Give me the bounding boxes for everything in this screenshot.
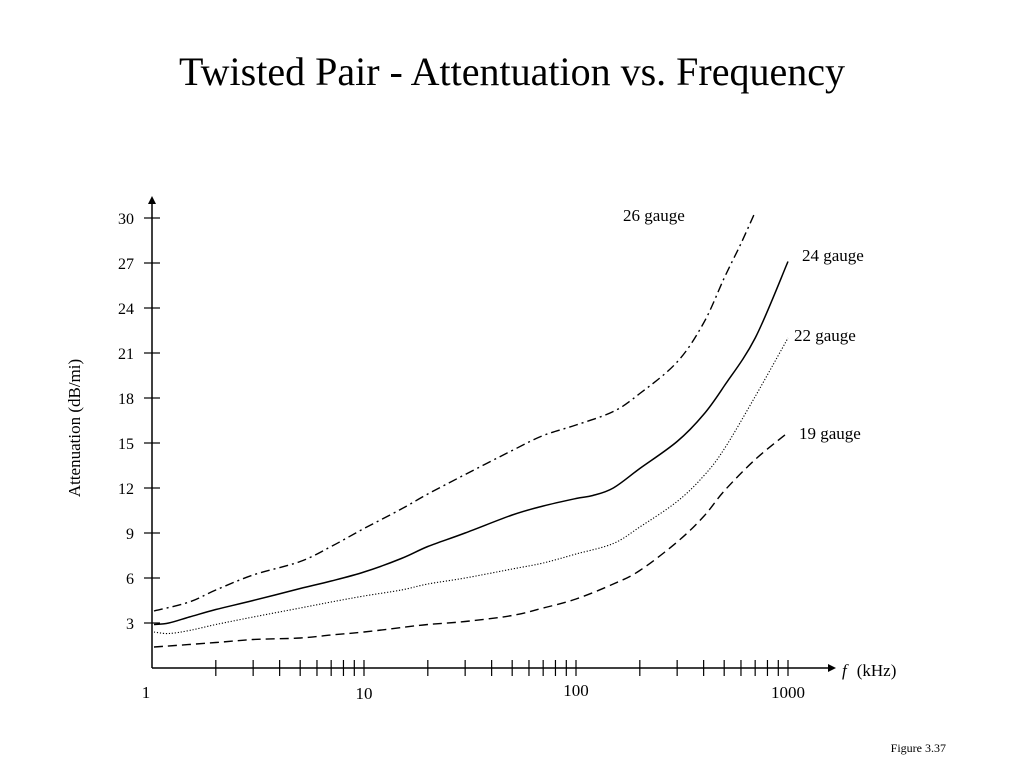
x-tick-label: 100 <box>563 681 589 700</box>
x-axis-symbol: f <box>842 661 849 680</box>
series-label-24-gauge: 24 gauge <box>802 246 864 265</box>
series-line-26-gauge <box>153 211 756 612</box>
series-label-19-gauge: 19 gauge <box>799 424 861 443</box>
y-tick-label: 27 <box>118 256 134 273</box>
y-tick-label: 24 <box>118 301 134 318</box>
y-tick-label: 6 <box>126 571 134 588</box>
slide-title: Twisted Pair - Attentuation vs. Frequenc… <box>179 49 845 94</box>
y-axis-arrowhead <box>148 196 156 204</box>
y-tick-label: 21 <box>118 346 134 363</box>
chart-series <box>153 211 789 648</box>
y-tick-label: 12 <box>118 481 134 498</box>
y-tick-label: 30 <box>118 211 134 228</box>
y-tick-label: 18 <box>118 391 134 408</box>
chart-labels: 3 6 9 12 15 18 21 24 27 30 1 10 100 1000 f (kHz) Attenua… <box>65 206 896 703</box>
y-tick-label: 15 <box>118 436 134 453</box>
series-label-22-gauge: 22 gauge <box>794 326 856 345</box>
y-tick-label: 3 <box>126 616 134 633</box>
chart-ticks <box>144 217 789 676</box>
series-line-22-gauge <box>153 337 789 635</box>
chart-axes <box>148 196 836 672</box>
series-label-26-gauge: 26 gauge <box>623 206 685 225</box>
y-axis-label: Attenuation (dB/mi) <box>65 359 84 497</box>
series-line-24-gauge <box>153 261 789 626</box>
y-tick-label: 9 <box>126 526 134 543</box>
series-line-19-gauge <box>153 431 789 648</box>
x-tick-label: 1000 <box>771 683 805 702</box>
x-axis-unit: (kHz) <box>857 661 897 680</box>
x-tick-label: 10 <box>356 684 373 703</box>
x-axis-label: f (kHz) <box>842 661 896 680</box>
figure-caption: Figure 3.37 <box>890 741 946 755</box>
x-tick-label: 1 <box>142 683 151 702</box>
x-axis-arrowhead <box>828 664 836 672</box>
